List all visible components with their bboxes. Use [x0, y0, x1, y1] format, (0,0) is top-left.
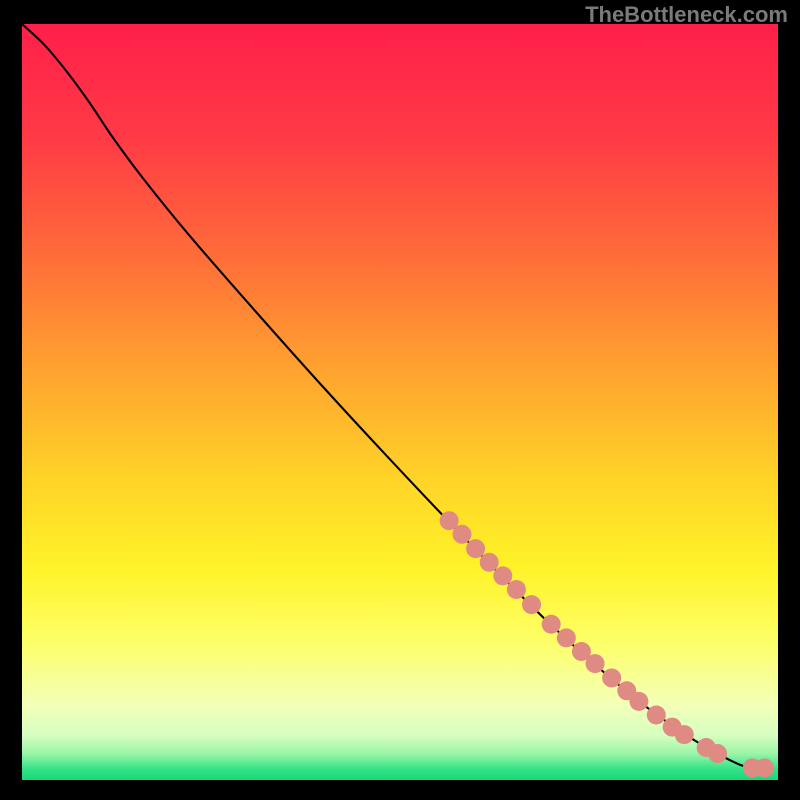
data-marker [708, 744, 727, 763]
chart-svg [22, 24, 778, 780]
chart-container: TheBottleneck.com [0, 0, 800, 800]
data-marker [522, 595, 541, 614]
data-marker [586, 654, 605, 673]
plot-area [22, 24, 778, 780]
data-marker [647, 705, 666, 724]
data-marker [675, 725, 694, 744]
data-marker [480, 553, 499, 572]
data-marker [466, 539, 485, 558]
data-marker [602, 668, 621, 687]
data-marker [542, 615, 561, 634]
data-marker [557, 628, 576, 647]
data-marker [452, 525, 471, 544]
attribution-label: TheBottleneck.com [585, 2, 788, 28]
data-marker [629, 692, 648, 711]
data-marker [507, 580, 526, 599]
data-marker [493, 566, 512, 585]
data-marker [755, 758, 774, 777]
gradient-background [22, 24, 778, 780]
